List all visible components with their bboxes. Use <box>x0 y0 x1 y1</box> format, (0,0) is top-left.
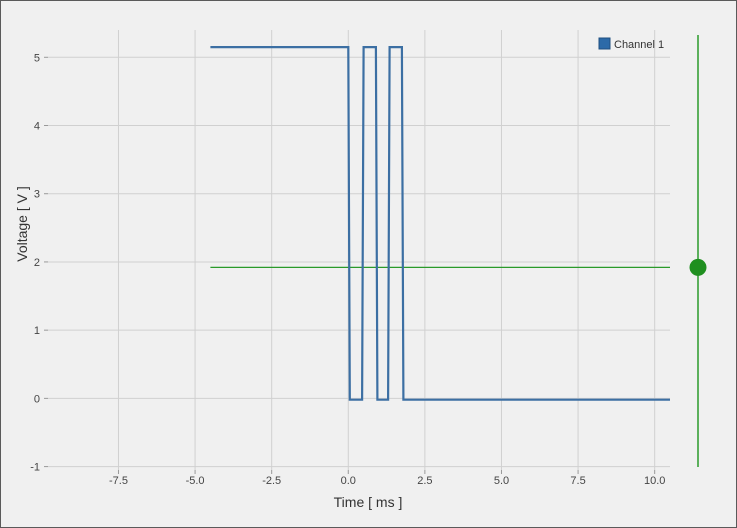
legend[interactable]: Channel 1 <box>598 37 664 51</box>
legend-swatch-channel-1[interactable] <box>598 37 611 50</box>
x-tick-label: 5.0 <box>494 475 509 487</box>
y-tick-label: 1 <box>34 325 40 337</box>
x-tick-label: -2.5 <box>262 475 281 487</box>
y-tick-label: -1 <box>30 462 40 474</box>
grid <box>48 30 670 470</box>
x-tick-label: -5.0 <box>186 475 205 487</box>
series-layer <box>210 45 670 401</box>
x-axis-title: Time [ ms ] <box>334 494 403 510</box>
x-tick-label: 0.0 <box>341 475 356 487</box>
y-tick-label: 4 <box>34 121 40 133</box>
x-tick-label: 10.0 <box>644 475 665 487</box>
y-tick-label: 3 <box>34 189 40 201</box>
y-axis-title: Voltage [ V ] <box>14 186 30 262</box>
x-tick-label: 7.5 <box>570 475 585 487</box>
series-line-channel-1 <box>210 45 670 401</box>
legend-label-channel-1: Channel 1 <box>614 39 664 51</box>
trigger-slider-handle[interactable] <box>689 258 707 276</box>
x-tick-label: 2.5 <box>417 475 432 487</box>
trigger-level[interactable] <box>210 35 707 467</box>
x-axis-ticks: -7.5 -5.0 -2.5 0.0 2.5 5.0 7.5 10.0 <box>109 470 665 487</box>
y-tick-label: 2 <box>34 257 40 269</box>
y-axis-ticks: -1 0 1 2 3 4 5 <box>30 52 48 474</box>
y-tick-label: 5 <box>34 52 40 64</box>
y-tick-label: 0 <box>34 393 40 405</box>
x-tick-label: -7.5 <box>109 475 128 487</box>
